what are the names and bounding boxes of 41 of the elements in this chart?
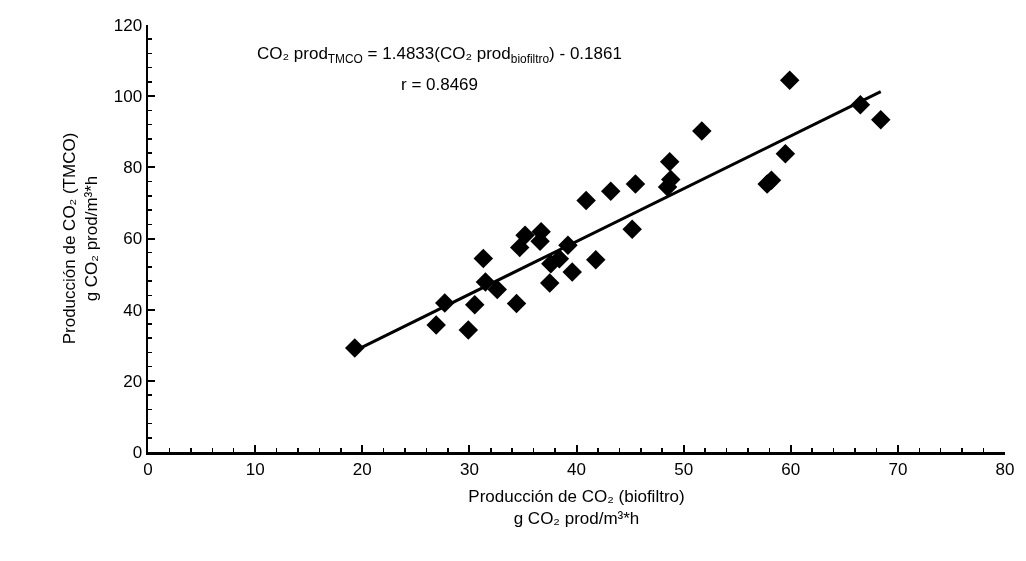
point [586, 250, 606, 270]
point [515, 225, 535, 246]
point [562, 262, 582, 282]
x-tick-label: 60 [781, 459, 801, 479]
annotation: r = 0.8469 [401, 75, 479, 94]
point [539, 273, 560, 293]
point [464, 294, 485, 315]
point [761, 170, 782, 190]
point [779, 70, 800, 90]
y-tick-label: 80 [123, 158, 143, 178]
y-tick-label: 120 [113, 15, 143, 35]
y-tick-label: 60 [123, 229, 143, 249]
x-tick-label: 30 [459, 459, 479, 479]
point [549, 249, 570, 269]
y-tick-label: 100 [113, 87, 143, 107]
point [692, 121, 712, 141]
x-tick-label: 20 [352, 459, 372, 479]
point [576, 190, 596, 211]
annotation: CO₂ prod$_{TMCO}$ = 1.4833(CO₂ prod$_{biofiltro}$) - 0.1861 [257, 44, 622, 66]
y-tick-label: 0 [132, 442, 143, 462]
point [509, 237, 530, 258]
x-axis-title: Producción de CO₂ (biofiltro) g CO₂ prod/m³*h [468, 486, 685, 528]
point [870, 109, 891, 130]
point [487, 279, 507, 300]
y-axis-title: Producción de CO₂ (TMCO) g CO₂ prod/m³*h [59, 132, 102, 345]
x-tick-label: 70 [888, 459, 908, 479]
x-tick-label: 50 [674, 459, 694, 479]
point [473, 248, 494, 269]
point [426, 315, 446, 335]
point [622, 219, 642, 239]
y-tick-label: 20 [123, 371, 143, 391]
point [601, 181, 621, 201]
x-tick-label: 80 [995, 459, 1015, 479]
point [625, 174, 646, 194]
point [775, 144, 796, 164]
y-tick-label: 40 [123, 300, 143, 320]
point [458, 320, 479, 340]
x-tick-label: 40 [567, 459, 586, 479]
point [659, 151, 680, 172]
x-tick-label: 10 [245, 459, 265, 479]
point [506, 293, 527, 314]
